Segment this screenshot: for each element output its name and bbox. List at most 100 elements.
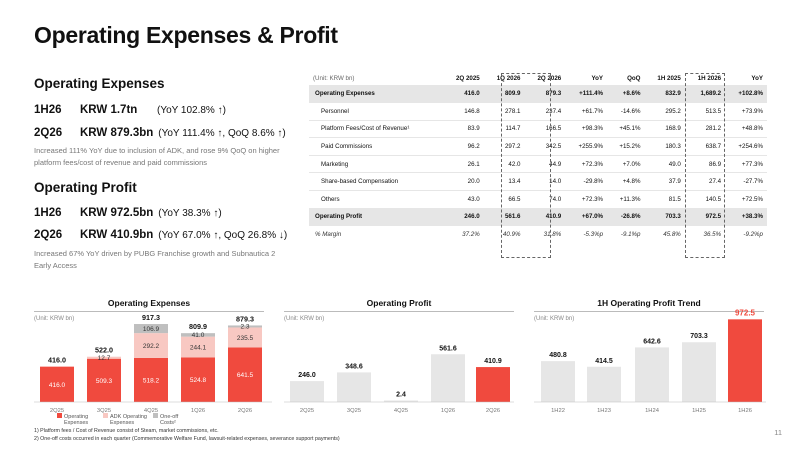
segment-label: 2.3 [240,324,249,331]
table-row: Personnel 146.8 278.1 237.4 +61.7% -14.6% 295.… [309,102,767,121]
table-cell: 146.8 [442,102,484,121]
table-cell: +254.6% [725,137,767,156]
table-cell: 81.5 [644,190,685,209]
x-tick-label: 1H23 [597,408,611,414]
row-label: Share-based Compensation [309,172,443,192]
change-note: (YoY 67.0% ↑, QoQ 26.8% ↓) [158,230,288,241]
row-label: Platform Fees/Cost of Revenue¹ [309,120,443,139]
row-label: Others [309,190,443,209]
table-cell: 83.9 [442,120,484,139]
table-row: Others 43.0 66.5 74.0 +72.3% +11.3% 81.5 140.5 +… [309,190,767,209]
value-label: 480.8 [549,352,567,359]
value-label: 414.5 [595,358,613,365]
x-tick-label: 2Q26 [486,408,500,414]
table-cell: 879.3 [524,85,566,104]
table-cell: +72.3% [565,155,608,174]
total-label: 522.0 [95,346,113,355]
table-cell: 140.5 [684,190,726,209]
chart-title-opex: Operating Expenses [107,298,191,308]
table-cell: 86.9 [684,155,726,174]
segment-label: 509.3 [96,378,113,385]
x-tick-label: 1Q26 [191,408,205,414]
table-cell: -9.1%p [620,231,641,239]
chart-rule [284,311,514,312]
value-label: 642.6 [643,338,661,345]
op-note: Increased 67% YoY driven by PUBG Franchi… [34,249,276,270]
segment-label: 41.0 [192,332,205,339]
value-label: 246.0 [298,372,316,379]
page-title: Operating Expenses & Profit [34,22,338,48]
value-label: KRW 972.5bn [80,207,154,219]
table-cell: +15.2% [607,137,645,156]
bar-segment [228,327,262,348]
value-label: KRW 1.7tn [80,104,138,116]
opex-2q-row: 2Q26 KRW 879.3bn (YoY 111.4% ↑, QoQ 8.6%… [34,127,286,139]
x-tick-label: 3Q25 [347,408,361,414]
table-cell: +7.0% [607,155,645,174]
change-note: (YoY 102.8% ↑) [157,105,226,116]
table-cell: +4.8% [607,172,645,192]
table-cell: 14.0 [524,172,566,192]
chart-title-1h: 1H Operating Profit Trend [597,298,701,308]
table-cell: 297.2 [483,137,525,156]
opex-heading: Operating Expenses [34,76,165,91]
value-label: KRW 879.3bn [80,127,154,139]
table-cell: 168.9 [644,120,685,139]
value-label: 561.6 [439,345,457,352]
table-cell: -29.8% [565,172,608,192]
legend-label: ADK Operating [110,414,147,420]
change-note: (YoY 111.4% ↑, QoQ 8.6% ↑) [158,128,286,139]
table-column-header: YoY [751,75,763,82]
table-cell: 281.2 [684,120,726,139]
total-label: 809.9 [189,322,207,331]
x-tick-label: 2Q26 [238,408,252,414]
value-label: 410.9 [484,358,502,365]
unit-label: (Unit: KRW bn) [34,316,75,322]
row-label: Operating Expenses [309,85,443,104]
period-label: 1H26 [34,207,62,219]
opex-1h-row: 1H26 KRW 1.7tn (YoY 102.8% ↑) [34,104,226,116]
unit-label: (Unit: KRW bn) [284,316,325,322]
row-label: Operating Profit [309,208,443,227]
segment-label: 518.2 [143,377,160,384]
row-label: % Margin [315,231,342,239]
table-row: Share-based Compensation 20.0 13.4 14.0 -29.… [309,172,767,192]
value-label: 2.4 [396,392,406,399]
x-tick-label: 2Q25 [50,408,64,414]
segment-label: 235.5 [237,335,254,342]
table-cell: 166.5 [524,120,566,139]
value-label: 348.6 [345,363,363,370]
table-cell: 638.7 [684,137,726,156]
table-cell: +67.0% [565,208,608,227]
chart-rule [34,311,264,312]
table-cell: +8.6% [607,85,645,104]
table-cell: 703.3 [644,208,685,227]
x-tick-label: 1Q26 [441,408,455,414]
table-cell: +11.3% [607,190,645,209]
value-label: KRW 410.9bn [80,229,154,241]
table-cell: 49.0 [644,155,685,174]
legend-swatch [103,413,108,418]
segment-label: 524.8 [190,377,207,384]
bar-segment [134,357,168,402]
legend-label: Expenses [64,420,88,426]
segment-label: 416.0 [49,382,66,389]
table-column-header: 2Q 2026 [537,75,562,82]
table-cell: +255.9% [565,137,608,156]
x-tick-label: 3Q25 [97,408,111,414]
period-label: 1H26 [34,104,62,116]
total-label: 879.3 [236,314,254,323]
table-cell: +72.3% [565,190,608,209]
table-cell: +45.1% [607,120,645,139]
x-tick-label: 1H22 [551,408,565,414]
bar-segment [134,324,168,334]
legend-label: Expenses [110,420,134,426]
table-column-header: 2Q 2025 [455,75,480,82]
table-cell: 561.6 [483,208,525,227]
segment-label: 244.1 [190,345,207,352]
table-cell: +38.3% [725,208,767,227]
table-unit-header: (Unit: KRW bn) [313,75,355,82]
bar-segment [181,336,215,358]
table-cell: 40.9% [502,231,521,239]
bar-segment [181,333,215,337]
